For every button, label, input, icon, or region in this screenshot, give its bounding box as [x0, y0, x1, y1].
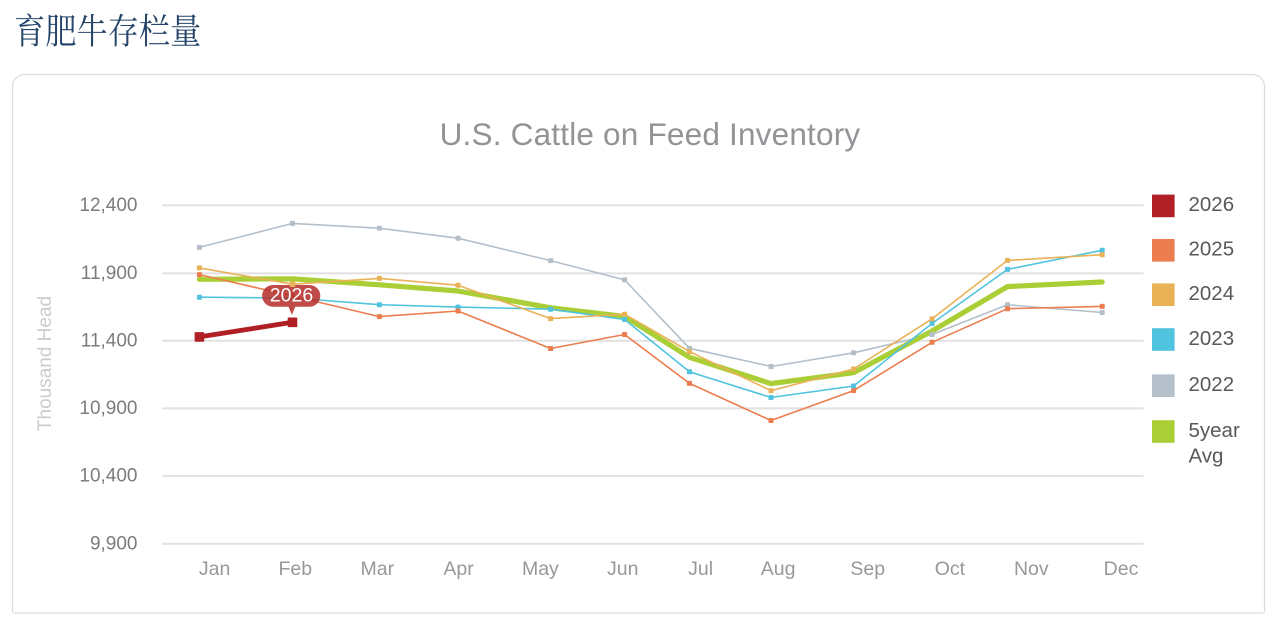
svg-text:Thousand Head: Thousand Head — [35, 296, 56, 431]
svg-text:10,900: 10,900 — [79, 398, 137, 419]
svg-text:Jul: Jul — [688, 558, 713, 580]
svg-text:10,400: 10,400 — [79, 466, 137, 487]
svg-text:Sep: Sep — [850, 558, 885, 580]
svg-text:2023: 2023 — [1189, 327, 1235, 350]
svg-text:11,400: 11,400 — [81, 331, 138, 352]
svg-text:12,400: 12,400 — [79, 195, 137, 216]
svg-text:Apr: Apr — [443, 558, 474, 580]
svg-text:May: May — [522, 558, 559, 580]
svg-text:Avg: Avg — [1189, 445, 1224, 468]
svg-text:2024: 2024 — [1189, 282, 1235, 305]
svg-text:Nov: Nov — [1014, 558, 1049, 580]
svg-text:2022: 2022 — [1189, 373, 1235, 396]
svg-text:Mar: Mar — [361, 558, 395, 580]
svg-text:Feb: Feb — [278, 558, 312, 580]
svg-text:Dec: Dec — [1104, 558, 1139, 580]
svg-text:2025: 2025 — [1189, 238, 1235, 261]
svg-text:Jan: Jan — [199, 558, 230, 580]
svg-text:Oct: Oct — [935, 558, 966, 580]
svg-text:2026: 2026 — [1189, 193, 1235, 216]
svg-text:Jun: Jun — [607, 558, 638, 580]
svg-text:2026: 2026 — [270, 284, 313, 306]
svg-text:11,900: 11,900 — [81, 263, 138, 284]
svg-text:U.S. Cattle on Feed Inventory: U.S. Cattle on Feed Inventory — [440, 116, 861, 152]
svg-text:5year: 5year — [1189, 419, 1240, 442]
svg-text:9,900: 9,900 — [90, 534, 138, 555]
svg-text:Aug: Aug — [761, 558, 796, 580]
